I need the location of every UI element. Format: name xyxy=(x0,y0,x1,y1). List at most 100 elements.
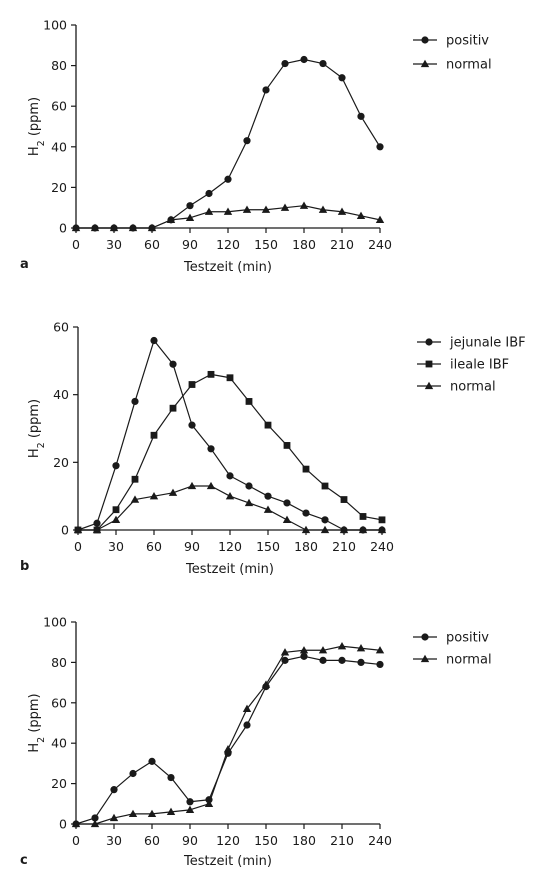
y-tick-label: 20 xyxy=(51,180,67,195)
data-point xyxy=(166,215,176,224)
data-point xyxy=(243,137,251,145)
panel-letter: a xyxy=(20,257,29,272)
data-point xyxy=(359,513,367,520)
data-point xyxy=(226,472,234,480)
data-point xyxy=(302,509,310,517)
data-point xyxy=(280,648,290,656)
data-point xyxy=(168,488,178,496)
x-tick-label: 210 xyxy=(330,237,354,252)
data-point xyxy=(223,745,233,753)
data-point xyxy=(131,397,139,406)
chart-panel-c: 0 20 40 60 80 100 0 30 60 90 120 150 180 210 240 Testze… xyxy=(20,615,492,870)
y-tick-label: 60 xyxy=(53,320,69,335)
y-tick-label: 0 xyxy=(59,817,67,832)
data-point xyxy=(188,381,196,388)
series-positiv xyxy=(72,55,384,232)
data-point xyxy=(71,819,81,828)
data-point xyxy=(131,475,139,483)
data-point xyxy=(225,491,235,500)
data-point xyxy=(375,215,385,224)
series-normal xyxy=(71,642,385,828)
y-tick-label: 40 xyxy=(51,139,67,154)
data-point xyxy=(301,525,311,534)
data-point xyxy=(244,498,254,507)
data-point xyxy=(185,805,195,814)
data-point xyxy=(128,809,138,818)
data-point xyxy=(281,656,289,664)
data-point xyxy=(223,207,233,215)
legend-marker xyxy=(421,36,429,44)
data-point xyxy=(375,646,385,654)
data-point xyxy=(378,516,386,524)
data-point xyxy=(204,799,214,807)
data-point xyxy=(357,112,365,120)
x-tick-label: 90 xyxy=(182,237,198,252)
data-point xyxy=(169,360,177,368)
x-tick-label: 180 xyxy=(292,833,316,848)
data-point xyxy=(356,644,366,652)
data-point xyxy=(321,516,329,524)
y-tick-label: 40 xyxy=(51,736,67,751)
data-point xyxy=(357,658,365,667)
legend-marker xyxy=(421,633,429,641)
data-point xyxy=(283,442,291,449)
x-tick-label: 0 xyxy=(72,237,80,252)
x-tick-label: 180 xyxy=(292,237,316,252)
data-point xyxy=(242,205,252,213)
x-tick-label: 150 xyxy=(254,237,278,252)
data-point xyxy=(264,492,272,500)
x-tick-label: 30 xyxy=(108,539,124,554)
data-point xyxy=(111,515,121,523)
data-point xyxy=(204,207,214,215)
data-point xyxy=(148,757,156,765)
y-tick-label: 100 xyxy=(43,615,67,630)
data-point xyxy=(186,798,194,806)
y-tick-label: 80 xyxy=(51,58,67,73)
data-point xyxy=(128,223,138,232)
data-point xyxy=(224,175,232,183)
data-point xyxy=(187,481,197,490)
data-point xyxy=(185,213,195,221)
data-point xyxy=(338,74,346,82)
y-tick-label: 0 xyxy=(59,221,67,236)
x-tick-label: 180 xyxy=(294,539,318,554)
data-point xyxy=(92,525,102,534)
data-point xyxy=(377,525,387,534)
data-point xyxy=(91,814,99,822)
y-axis-title: H2 (ppm) xyxy=(27,693,47,752)
data-point xyxy=(110,786,118,794)
data-point xyxy=(340,496,348,503)
y-tick-label: 80 xyxy=(51,655,67,670)
data-point xyxy=(226,374,234,382)
data-point xyxy=(320,525,330,534)
x-tick-label: 30 xyxy=(106,833,122,848)
x-tick-label: 240 xyxy=(368,833,392,848)
series-normal xyxy=(71,201,385,232)
y-tick-label: 0 xyxy=(61,523,69,538)
x-axis-title: Testzeit (min) xyxy=(185,562,274,577)
y-tick-label: 100 xyxy=(43,18,67,33)
y-axis-title: H2 (ppm) xyxy=(27,97,47,156)
series-line xyxy=(78,373,383,531)
data-point xyxy=(169,404,177,412)
data-point xyxy=(319,59,327,68)
data-point xyxy=(186,202,194,210)
chart-panel-b: 0 20 40 60 0 30 60 90 120 150 180 210 240 Testzeit (m… xyxy=(20,320,526,578)
data-point xyxy=(73,525,83,534)
x-tick-label: 60 xyxy=(144,237,160,252)
legend-entry: positiv xyxy=(413,631,489,646)
legend-entry: normal xyxy=(413,653,492,668)
data-point xyxy=(318,646,328,654)
legend-label: positiv xyxy=(446,631,489,646)
legend-label: jejunale IBF xyxy=(449,336,526,351)
x-tick-label: 210 xyxy=(330,833,354,848)
data-point xyxy=(150,431,158,439)
data-point xyxy=(280,203,290,211)
data-point xyxy=(71,223,81,232)
legend-label: positiv xyxy=(446,34,489,49)
data-point xyxy=(188,421,196,429)
data-point xyxy=(264,421,272,429)
x-tick-label: 30 xyxy=(106,237,122,252)
data-point xyxy=(243,721,251,729)
